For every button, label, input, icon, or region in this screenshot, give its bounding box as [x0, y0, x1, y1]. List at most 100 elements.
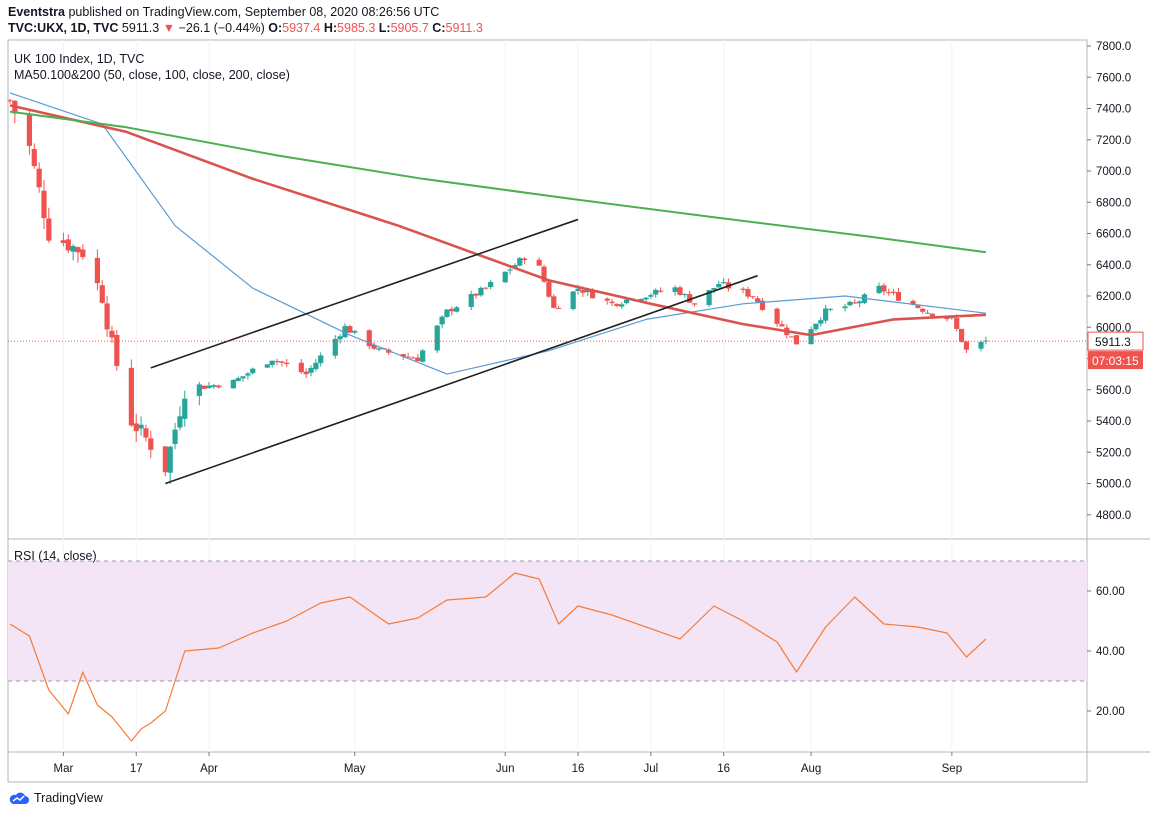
- candle-body: [473, 293, 479, 296]
- candle-body: [449, 308, 455, 312]
- candle-body: [420, 350, 426, 362]
- price-tick-label: 5200.0: [1096, 447, 1131, 459]
- candle-body: [211, 385, 217, 387]
- candle-body: [371, 345, 377, 349]
- candle-body: [26, 114, 33, 146]
- time-tick-label: Sep: [942, 763, 962, 775]
- candle-body: [182, 398, 188, 419]
- candle-body: [920, 308, 926, 312]
- candle-body: [454, 307, 460, 312]
- candle-body: [70, 246, 76, 252]
- candle-body: [886, 292, 892, 294]
- candle-body: [580, 290, 586, 293]
- candle-body: [366, 330, 372, 347]
- trend-channel: [150, 218, 758, 485]
- candle-body: [657, 290, 664, 292]
- candle-body: [575, 288, 581, 291]
- candle-body: [196, 384, 202, 396]
- rsi-tick-label: 20.00: [1096, 706, 1125, 718]
- candle-body: [619, 304, 625, 307]
- candle-body: [517, 258, 523, 266]
- time-tick-label: Jun: [496, 763, 515, 775]
- candle-body: [774, 308, 780, 324]
- symbol-label: TVC:UKX, 1D, TVC: [8, 21, 119, 35]
- channel-upper-line[interactable]: [150, 218, 579, 369]
- series-title[interactable]: UK 100 Index, 1D, TVC: [14, 52, 145, 66]
- candle-body: [827, 308, 834, 310]
- candle-body: [138, 424, 144, 429]
- candle-body: [478, 287, 484, 296]
- rsi-tick-label: 40.00: [1096, 646, 1125, 658]
- candle-body: [133, 423, 139, 432]
- candle-body: [711, 287, 717, 290]
- candle-body: [502, 271, 508, 283]
- price-tick-label: 5400.0: [1096, 416, 1131, 428]
- time-tick-label: 16: [572, 763, 585, 775]
- candle-body: [891, 291, 897, 293]
- candle-body: [162, 446, 168, 473]
- candle-body: [235, 378, 241, 382]
- price-tick-label: 7600.0: [1096, 72, 1131, 84]
- candle-body: [740, 288, 746, 290]
- tradingview-logo[interactable]: TradingView: [8, 791, 103, 805]
- candle-body: [274, 361, 280, 363]
- price-axis[interactable]: 4800.05000.05200.05400.05600.05800.06000…: [8, 41, 1144, 522]
- price-tick-label: 7800.0: [1096, 41, 1131, 53]
- candle-body: [269, 360, 275, 365]
- time-tick-label: Apr: [200, 763, 218, 775]
- candle-body: [653, 289, 659, 295]
- candle-body: [915, 305, 921, 308]
- main-legend: UK 100 Index, 1D, TVC MA50.100&200 (50, …: [14, 52, 290, 82]
- candle-body: [216, 385, 222, 388]
- ma-legend[interactable]: MA50.100&200 (50, close, 100, close, 200…: [14, 68, 290, 82]
- candle-body: [541, 266, 547, 282]
- open-label: O:: [268, 21, 283, 35]
- brand-name: TradingView: [34, 791, 103, 805]
- candle-body: [342, 326, 348, 338]
- price-tick-label: 5000.0: [1096, 479, 1131, 491]
- chart-border: [7, 39, 1088, 783]
- candle-body: [99, 285, 105, 303]
- countdown-label: 07:03:15: [1092, 354, 1139, 368]
- candle-body: [570, 291, 576, 310]
- candle-body: [750, 296, 756, 298]
- publisher-name[interactable]: Eventstra: [8, 5, 65, 19]
- candle-body: [80, 249, 86, 258]
- channel-lower-line[interactable]: [165, 274, 758, 485]
- open-value: 5937.4: [282, 21, 321, 35]
- candle-body: [958, 328, 965, 343]
- candle-body: [41, 190, 47, 219]
- candle-body: [313, 362, 319, 370]
- candle-body: [818, 320, 824, 324]
- candle-body: [978, 342, 984, 349]
- rsi-legend[interactable]: RSI (14, close): [14, 549, 97, 563]
- down-arrow-icon: ▼: [162, 21, 176, 35]
- candle-body: [279, 361, 285, 363]
- time-tick-label: Aug: [801, 763, 821, 775]
- candle-body: [444, 309, 450, 317]
- candle-body: [857, 301, 863, 304]
- candle-body: [677, 287, 683, 295]
- price-tick-label: 7400.0: [1096, 104, 1131, 116]
- time-tick-label: 16: [717, 763, 730, 775]
- candle-body: [954, 318, 960, 329]
- candle-body: [852, 302, 858, 304]
- rsi-band-fill: [8, 561, 1087, 681]
- publisher-line: Eventstra published on TradingView.com, …: [8, 4, 483, 20]
- candle-body: [672, 287, 678, 292]
- candle-body: [823, 308, 829, 321]
- candle-body: [963, 341, 970, 350]
- time-axis[interactable]: Mar 17 Apr May Jun 16 Jul 16 Aug Sep: [53, 752, 962, 775]
- candle-body: [7, 100, 13, 102]
- time-tick-label: Jul: [644, 763, 659, 775]
- candle-body: [177, 416, 183, 428]
- candle-body: [410, 357, 416, 359]
- candle-body: [813, 323, 819, 330]
- candle-body: [759, 300, 766, 310]
- candle-body: [691, 303, 698, 305]
- candle-body: [808, 329, 814, 345]
- rsi-pane: 20.00 40.00 60.00: [8, 560, 1125, 742]
- candle-body: [400, 354, 406, 357]
- candle-body: [318, 355, 324, 364]
